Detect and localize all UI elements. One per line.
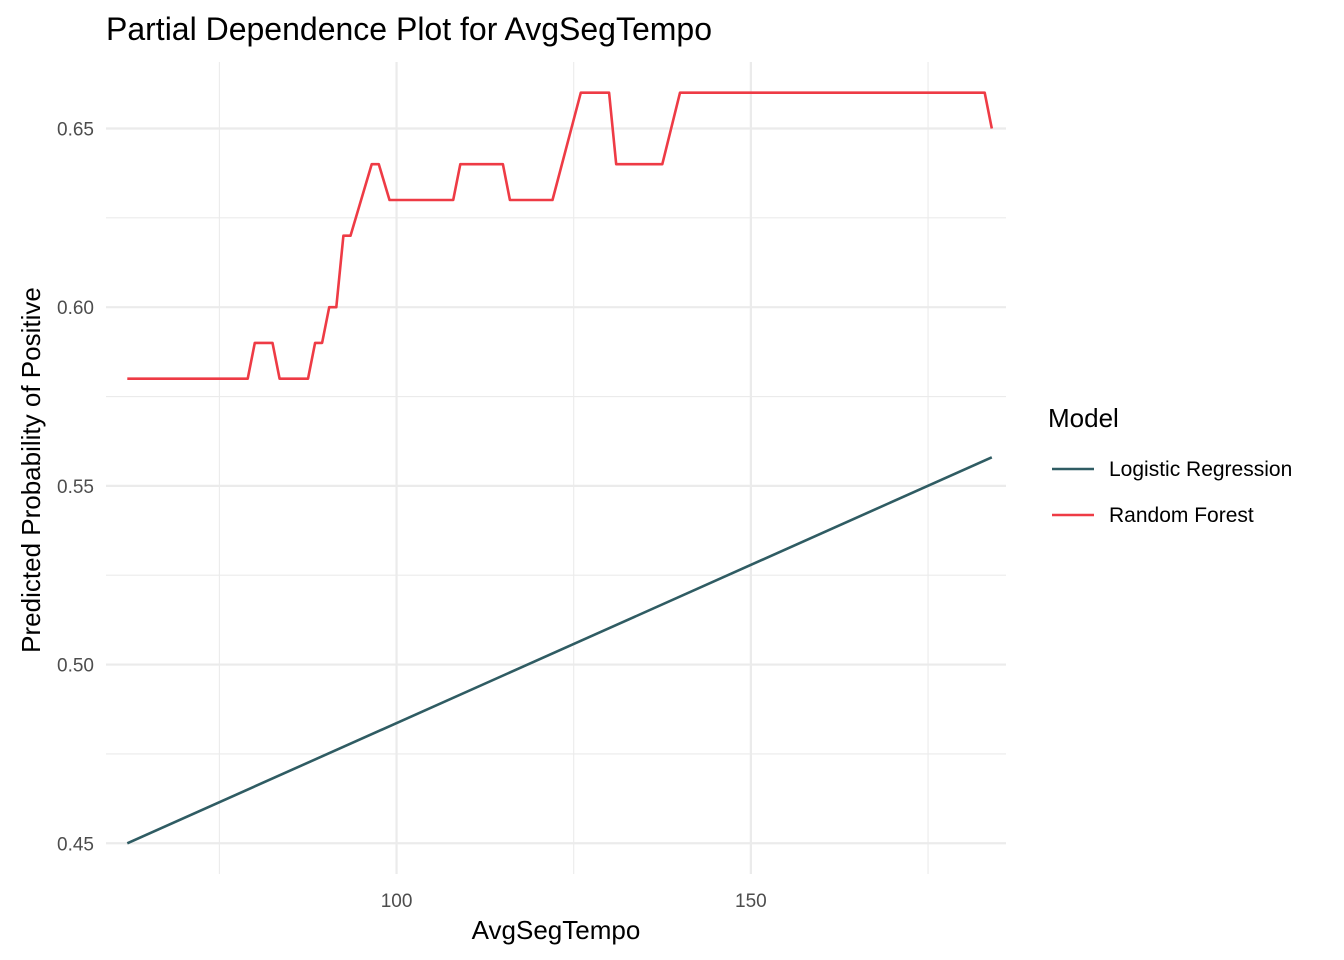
y-axis-title: Predicted Probability of Positive: [16, 287, 46, 653]
chart-title: Partial Dependence Plot for AvgSegTempo: [106, 11, 712, 47]
legend-label: Logistic Regression: [1109, 458, 1292, 481]
y-tick-label: 0.50: [57, 656, 94, 677]
tick-labels: 100 150 0.45 0.50 0.55 0.60 0.65: [57, 119, 767, 912]
x-axis-title: AvgSegTempo: [472, 915, 641, 945]
legend-items: Logistic Regression Random Forest: [1052, 458, 1292, 527]
series-lines: [126, 91, 994, 845]
x-tick-label: 150: [735, 891, 767, 912]
x-tick-label: 100: [381, 891, 413, 912]
legend-title: Model: [1048, 403, 1119, 433]
y-tick-label: 0.65: [57, 119, 94, 140]
y-tick-label: 0.60: [57, 298, 94, 319]
series-line-logistic-regression: [126, 456, 993, 845]
gridlines: [106, 62, 1006, 874]
legend-label: Random Forest: [1109, 504, 1254, 527]
legend: Model Logistic Regression Random Forest: [1048, 403, 1292, 527]
y-tick-label: 0.55: [57, 477, 94, 498]
series-line-random-forest: [127, 91, 994, 381]
y-tick-label: 0.45: [57, 834, 94, 855]
